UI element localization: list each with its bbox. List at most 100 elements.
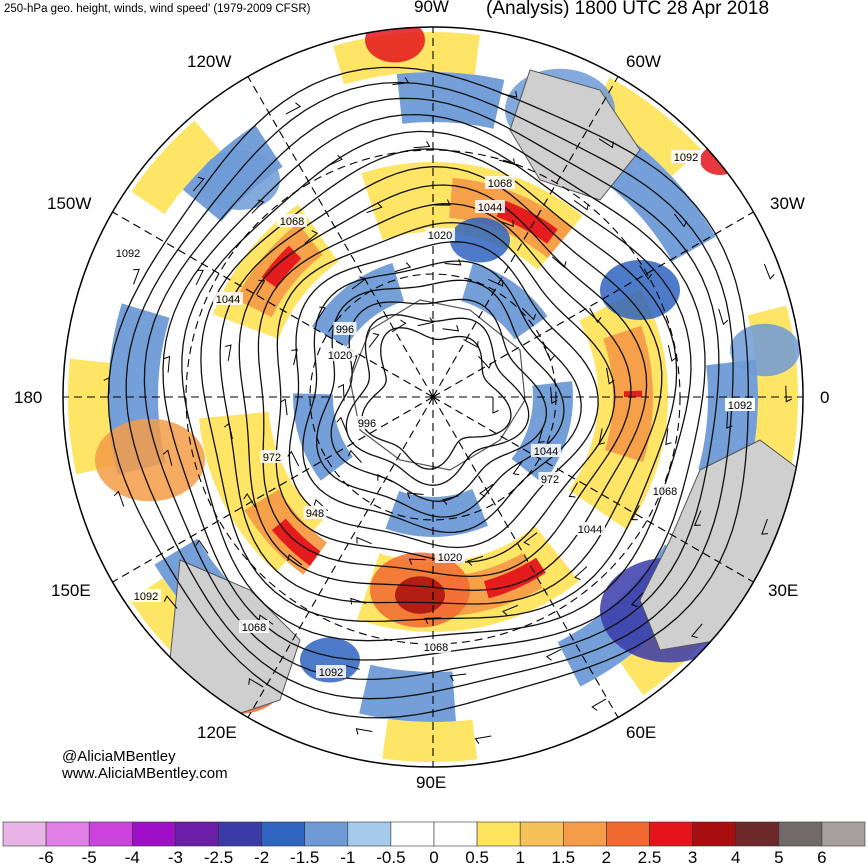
contour-label: 1044	[534, 446, 558, 458]
colorbar-tick-label: 4	[730, 848, 741, 867]
colorbar-swatch	[562, 821, 607, 847]
wind-barbs	[103, 77, 792, 744]
wind-barb	[449, 673, 467, 682]
lon-label-60e: 60E	[626, 723, 657, 742]
product-title: 250-hPa geo. height, winds, wind speed' …	[4, 3, 311, 15]
contour-label-bg	[303, 506, 327, 519]
wind-barb	[256, 279, 266, 295]
colorbar-swatch	[304, 821, 349, 847]
wind-barb	[573, 199, 589, 211]
colorbar-swatch	[132, 821, 176, 847]
lon-label-150w: 150W	[47, 194, 92, 213]
meridian-line	[432, 396, 619, 718]
wind-barb	[424, 617, 442, 625]
credit-handle: @AliciaMBentley	[62, 748, 176, 765]
colorbar-swatch	[778, 821, 823, 847]
land-outlines	[169, 69, 801, 721]
contour-label-bg	[239, 620, 269, 633]
wind-barb	[630, 505, 640, 521]
colorbar-tick-label: -2.5	[203, 848, 234, 867]
wind-barb	[163, 595, 178, 609]
wind-barb	[551, 256, 567, 269]
colorbar-tick-label: -1.5	[290, 848, 320, 867]
wind-barb	[785, 385, 792, 403]
colorbar-tick-label: -1	[340, 848, 356, 867]
wind-barb	[287, 554, 303, 566]
wind-barb	[224, 422, 233, 440]
contour-label: 1068	[653, 486, 677, 498]
wind-barb	[442, 495, 459, 505]
contour-label: 1020	[428, 230, 452, 242]
colorbar-swatch	[821, 821, 866, 847]
wind-barb	[568, 482, 578, 498]
wind-barb	[598, 428, 606, 445]
wind-barb	[726, 411, 733, 429]
wind-barb	[521, 307, 537, 321]
meridian-line	[247, 396, 434, 718]
contour-label-bg	[650, 484, 680, 497]
contour-label: 972	[263, 452, 281, 464]
wind-barb	[442, 325, 460, 332]
contour-label-bg	[485, 176, 515, 189]
contour-label-bg	[131, 589, 161, 602]
colorbar-tick-label: 3	[687, 848, 698, 867]
wind-barb	[538, 426, 545, 444]
wind-barb	[501, 91, 518, 98]
anomaly-blob-11	[95, 418, 205, 502]
wind-barb	[406, 492, 424, 499]
contour-label: 1092	[674, 152, 698, 164]
contour-label-bg	[475, 200, 505, 213]
colorbar	[2, 821, 866, 847]
colorbar-swatch	[88, 821, 133, 847]
colorbar-swatch	[175, 821, 219, 847]
lon-label-180: 180	[14, 388, 43, 407]
contour-label: 1068	[242, 622, 266, 634]
meridian-line	[247, 76, 434, 398]
wind-barb	[693, 510, 702, 526]
wind-barb	[691, 623, 703, 639]
anomaly-blob-7	[700, 145, 740, 175]
wind-barb	[479, 483, 494, 497]
wind-barb	[487, 278, 504, 287]
contour-label-bg	[671, 150, 701, 163]
map-border	[62, 26, 804, 768]
wind-barb	[433, 199, 451, 206]
contour-label: 948	[306, 508, 324, 520]
lon-label-30w: 30W	[770, 194, 805, 213]
lon-label-0: 0	[820, 388, 830, 407]
height-contour	[107, 66, 749, 719]
wind-barb	[591, 698, 607, 711]
wind-barb	[163, 355, 171, 373]
wind-barb	[498, 220, 514, 228]
contour-label-bg	[435, 550, 465, 563]
contour-label: 1068	[424, 642, 448, 654]
colorbar-tick-label: -6	[38, 848, 54, 867]
contour-label: 1044	[578, 524, 602, 536]
contour-label-bg	[316, 665, 346, 678]
wind-barb	[630, 592, 644, 607]
wind-barb	[337, 383, 345, 401]
meridian-line	[432, 76, 619, 398]
anomaly-blob-9	[600, 260, 680, 320]
colorbar-tick-label: 6	[817, 848, 827, 867]
colorbar-tick-label: -5	[81, 848, 97, 867]
contour-label: 1092	[134, 591, 158, 603]
wind-barb	[550, 387, 558, 405]
contour-label: 1068	[488, 178, 512, 190]
contour-label: 996	[358, 418, 376, 430]
colorbar-tick-label: 1	[515, 848, 525, 867]
colorbar-swatch	[735, 821, 780, 847]
contour-labels: 1092 1068 1044 1020 1092 1068 1044 1020 996 972 94…	[113, 150, 755, 679]
wind-barb	[639, 265, 653, 280]
colorbar-tick-label: 2.5	[637, 848, 662, 867]
credit-website: www.AliciaMBentley.com	[62, 765, 228, 782]
wind-barb	[474, 735, 492, 744]
wind-barb	[512, 460, 524, 476]
contour-label-bg	[575, 522, 605, 535]
meridian-line	[112, 396, 434, 583]
colorbar-swatch	[2, 821, 47, 847]
wind-barb	[673, 213, 688, 228]
wind-barb	[225, 344, 232, 361]
contour-label: 1092	[728, 400, 752, 412]
